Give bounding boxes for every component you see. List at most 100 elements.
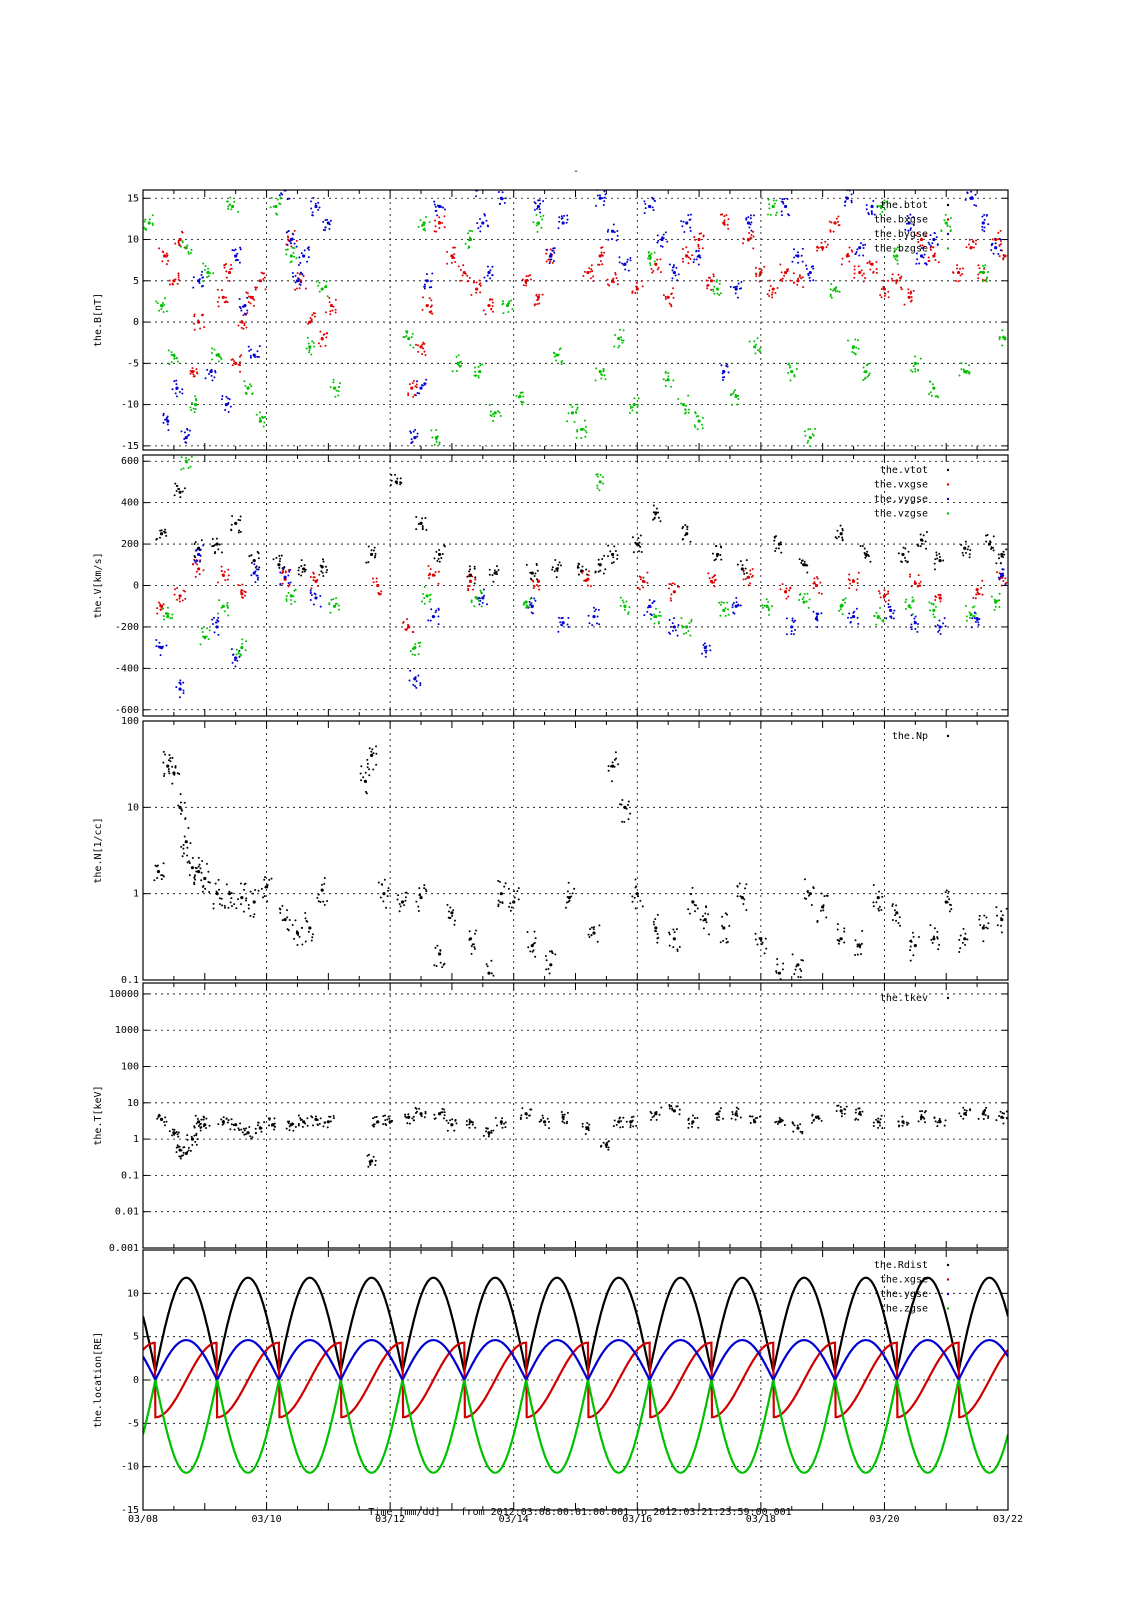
data-point [480,605,483,608]
data-point [916,630,919,633]
data-point [786,270,789,273]
data-point [848,612,851,615]
data-point [895,248,898,251]
data-point [250,554,253,557]
data-point [816,249,819,252]
data-point [643,212,646,215]
data-point [783,270,788,275]
data-point [932,237,936,242]
data-point [249,890,252,893]
data-point [248,1125,251,1128]
data-point [973,605,976,608]
data-point [372,768,375,771]
data-point [424,229,427,232]
data-point [307,322,310,325]
data-point [313,345,316,348]
data-point [240,646,244,650]
data-point [270,1124,273,1127]
data-point [191,402,194,405]
data-point [909,606,912,609]
data-point [653,923,656,926]
data-point [287,236,290,239]
data-point [619,1126,622,1129]
data-point [737,394,740,397]
data-point [220,1118,223,1121]
data-point [554,359,557,362]
data-point [384,1119,387,1122]
data-point [174,278,177,281]
data-point [411,440,414,443]
data-point [251,392,254,395]
data-point [589,928,592,931]
data-point [838,290,841,293]
data-point [801,1132,804,1135]
data-point [297,1123,300,1126]
data-point [737,604,740,607]
data-point [749,1115,752,1118]
data-point [905,222,908,225]
data-point [165,263,168,266]
data-point [855,250,858,253]
data-point [163,772,166,775]
data-point [837,939,840,942]
data-point [862,366,865,369]
data-point [405,335,408,338]
data-point [917,936,920,939]
data-point [882,203,885,206]
data-point [365,792,368,795]
data-point [279,557,282,560]
data-point [779,278,782,281]
data-point [266,883,269,886]
data-point [719,941,722,944]
data-point [657,622,660,625]
data-point [374,554,377,557]
data-point [844,597,847,600]
data-point [417,641,420,644]
data-point [997,231,1000,234]
data-point [186,1134,189,1137]
data-point [723,215,726,218]
data-point [382,892,386,896]
data-point [603,554,606,557]
data-point [182,1151,185,1154]
data-point [329,303,334,308]
data-point [480,183,482,185]
data-point [204,637,207,640]
data-point [414,643,417,646]
data-point [929,234,932,237]
data-point [826,243,829,246]
data-point [892,254,895,257]
data-point [850,616,853,619]
data-point [571,406,574,409]
data-point [907,295,911,299]
data-point [529,571,532,574]
data-point [705,649,708,652]
data-point [552,260,555,263]
data-point [877,1126,880,1129]
data-point [816,626,819,629]
data-point [802,600,806,604]
data-point [939,559,942,562]
data-point [533,575,536,578]
data-point [732,392,735,395]
data-point [667,375,670,378]
data-point [919,1115,924,1119]
data-point [293,589,296,592]
data-point [969,1108,972,1111]
data-point [490,986,492,988]
data-point [300,281,303,284]
data-point [938,629,941,632]
data-point [163,254,167,258]
data-point [210,368,213,371]
data-point [830,296,833,299]
data-point [177,1145,180,1148]
data-point [272,205,275,208]
data-point [323,229,326,232]
data-point [238,361,241,364]
data-point [907,229,910,232]
data-point [326,295,329,298]
data-point [191,1144,194,1147]
data-point [504,1126,507,1129]
data-point [587,1125,590,1128]
data-point [712,288,715,291]
